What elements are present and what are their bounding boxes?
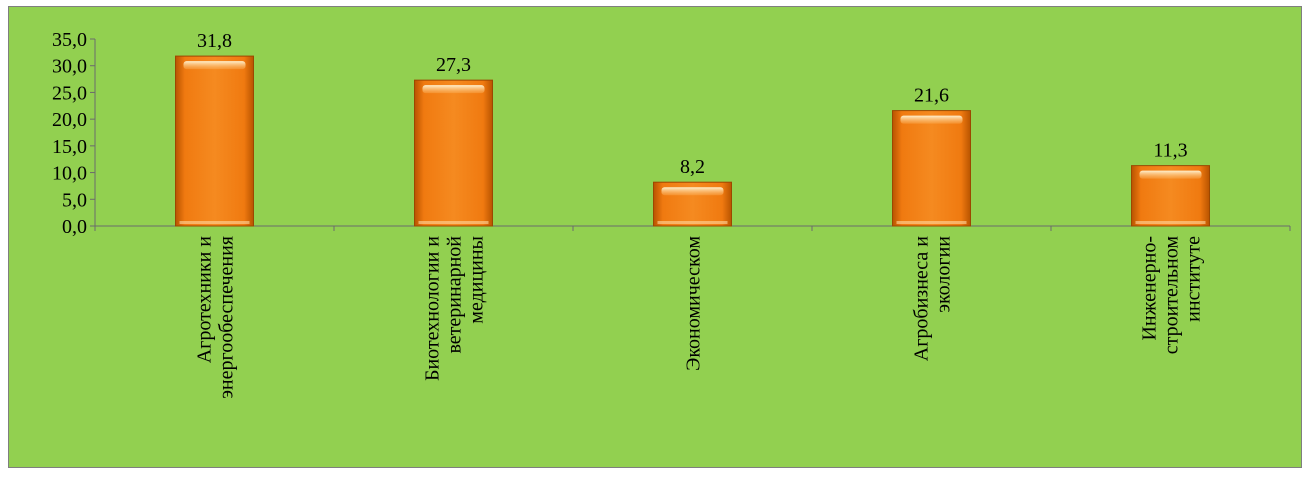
data-label: 27,3 [436,54,471,76]
bar-body [414,79,493,227]
bar-bevel [179,221,250,224]
bar [175,55,254,227]
bar-highlight [661,187,724,196]
bar-highlight [422,85,485,94]
bar-body [175,55,254,227]
category-label-line: Экономическом [683,236,705,371]
category-label-line: Агротехники и [194,236,216,364]
category-label-line: строительном [1161,236,1183,355]
bar-bevel [896,221,967,224]
category-label: Агробизнеса и экологии [911,236,955,362]
bar [892,110,971,227]
category-label-line: экологии [933,236,955,313]
category-label: Агротехники и энергообеспечения [194,236,238,399]
category-label-line: институте [1183,236,1205,322]
bar-chart: 0,0 5,0 10,0 15,0 20,0 25,0 30,0 35,0 31,8 27,3 8… [52,29,1291,399]
y-tick-label: 5,0 [62,189,87,211]
category-label: Экономическом [683,236,705,371]
category-label: Биотехнологии и ветеринарной медицины [422,236,488,381]
y-tick-label: 30,0 [52,56,87,78]
bars: 31,8 27,3 8,2 21,6 11,3 [175,30,1210,227]
y-tick-label: 15,0 [52,136,87,158]
category-label-line: медицины [466,236,488,324]
bar-bevel [1135,221,1206,224]
bar-body [892,110,971,227]
bar-highlight [183,61,246,70]
data-label: 31,8 [197,30,232,52]
category-label-line: энергообеспечения [216,236,238,399]
category-label-line: Биотехнологии и [422,236,444,381]
bar-highlight [1139,170,1202,179]
category-label-line: ветеринарной [444,236,466,354]
bar-bevel [657,221,728,224]
bar-highlight [900,115,963,124]
data-label: 8,2 [680,156,705,178]
data-label: 21,6 [914,85,949,107]
y-tick-label: 0,0 [62,216,87,238]
y-tick-label: 25,0 [52,82,87,104]
category-label-line: Инженерно- [1139,236,1161,341]
x-axis-labels: Агротехники и энергообеспечения Биотехноло… [194,236,1205,399]
y-tick-label: 10,0 [52,163,87,185]
y-axis: 0,0 5,0 10,0 15,0 20,0 25,0 30,0 35,0 [52,29,1291,238]
category-label: Инженерно-строительном институте [1139,236,1205,355]
data-label: 11,3 [1153,140,1187,162]
y-tick-label: 20,0 [52,109,87,131]
bar-bevel [418,221,489,224]
category-label-line: Агробизнеса и [911,236,933,362]
bar [414,79,493,227]
bar [1131,165,1210,227]
chart-area: 0,0 5,0 10,0 15,0 20,0 25,0 30,0 35,0 31,8 27,3 8… [8,6,1302,468]
y-tick-label: 35,0 [52,29,87,51]
bar [653,181,732,227]
